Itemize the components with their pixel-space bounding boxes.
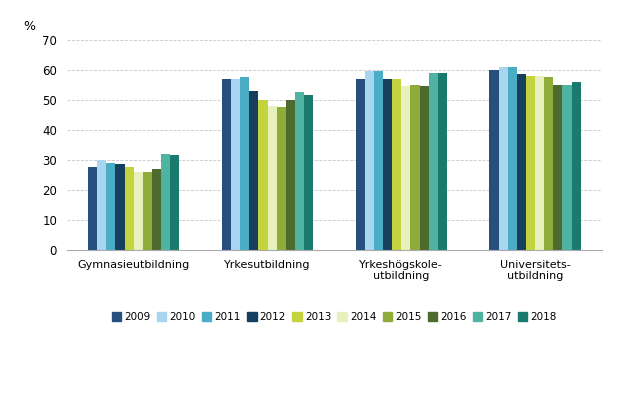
Bar <box>392 79 401 250</box>
Bar <box>563 85 571 250</box>
Bar <box>222 79 231 250</box>
Bar <box>240 77 249 250</box>
Bar <box>152 169 161 250</box>
Bar <box>410 85 420 250</box>
Bar <box>88 167 97 250</box>
Bar <box>526 75 535 250</box>
Bar <box>517 74 526 250</box>
Bar <box>259 100 268 250</box>
Bar <box>374 71 383 250</box>
Bar <box>499 67 508 250</box>
Y-axis label: %: % <box>23 20 35 33</box>
Bar <box>429 73 438 250</box>
Bar <box>438 73 447 250</box>
Bar <box>276 107 286 250</box>
Bar <box>571 82 581 250</box>
Bar <box>508 67 517 250</box>
Bar <box>401 86 410 250</box>
Bar <box>125 167 134 250</box>
Legend: 2009, 2010, 2011, 2012, 2013, 2014, 2015, 2016, 2017, 2018: 2009, 2010, 2011, 2012, 2013, 2014, 2015… <box>108 308 561 326</box>
Bar <box>231 79 240 250</box>
Bar <box>535 75 544 250</box>
Bar <box>553 85 563 250</box>
Bar <box>97 160 106 250</box>
Bar <box>143 172 152 250</box>
Bar <box>161 154 170 250</box>
Bar <box>115 164 125 250</box>
Bar <box>355 79 365 250</box>
Bar <box>544 77 553 250</box>
Bar <box>295 92 304 250</box>
Bar <box>249 91 259 250</box>
Bar <box>170 155 180 250</box>
Bar <box>106 163 115 250</box>
Bar <box>383 79 392 250</box>
Bar <box>134 172 143 250</box>
Bar <box>268 106 276 250</box>
Bar <box>420 86 429 250</box>
Bar <box>304 95 313 250</box>
Bar <box>286 100 295 250</box>
Bar <box>489 70 499 250</box>
Bar <box>365 71 374 250</box>
